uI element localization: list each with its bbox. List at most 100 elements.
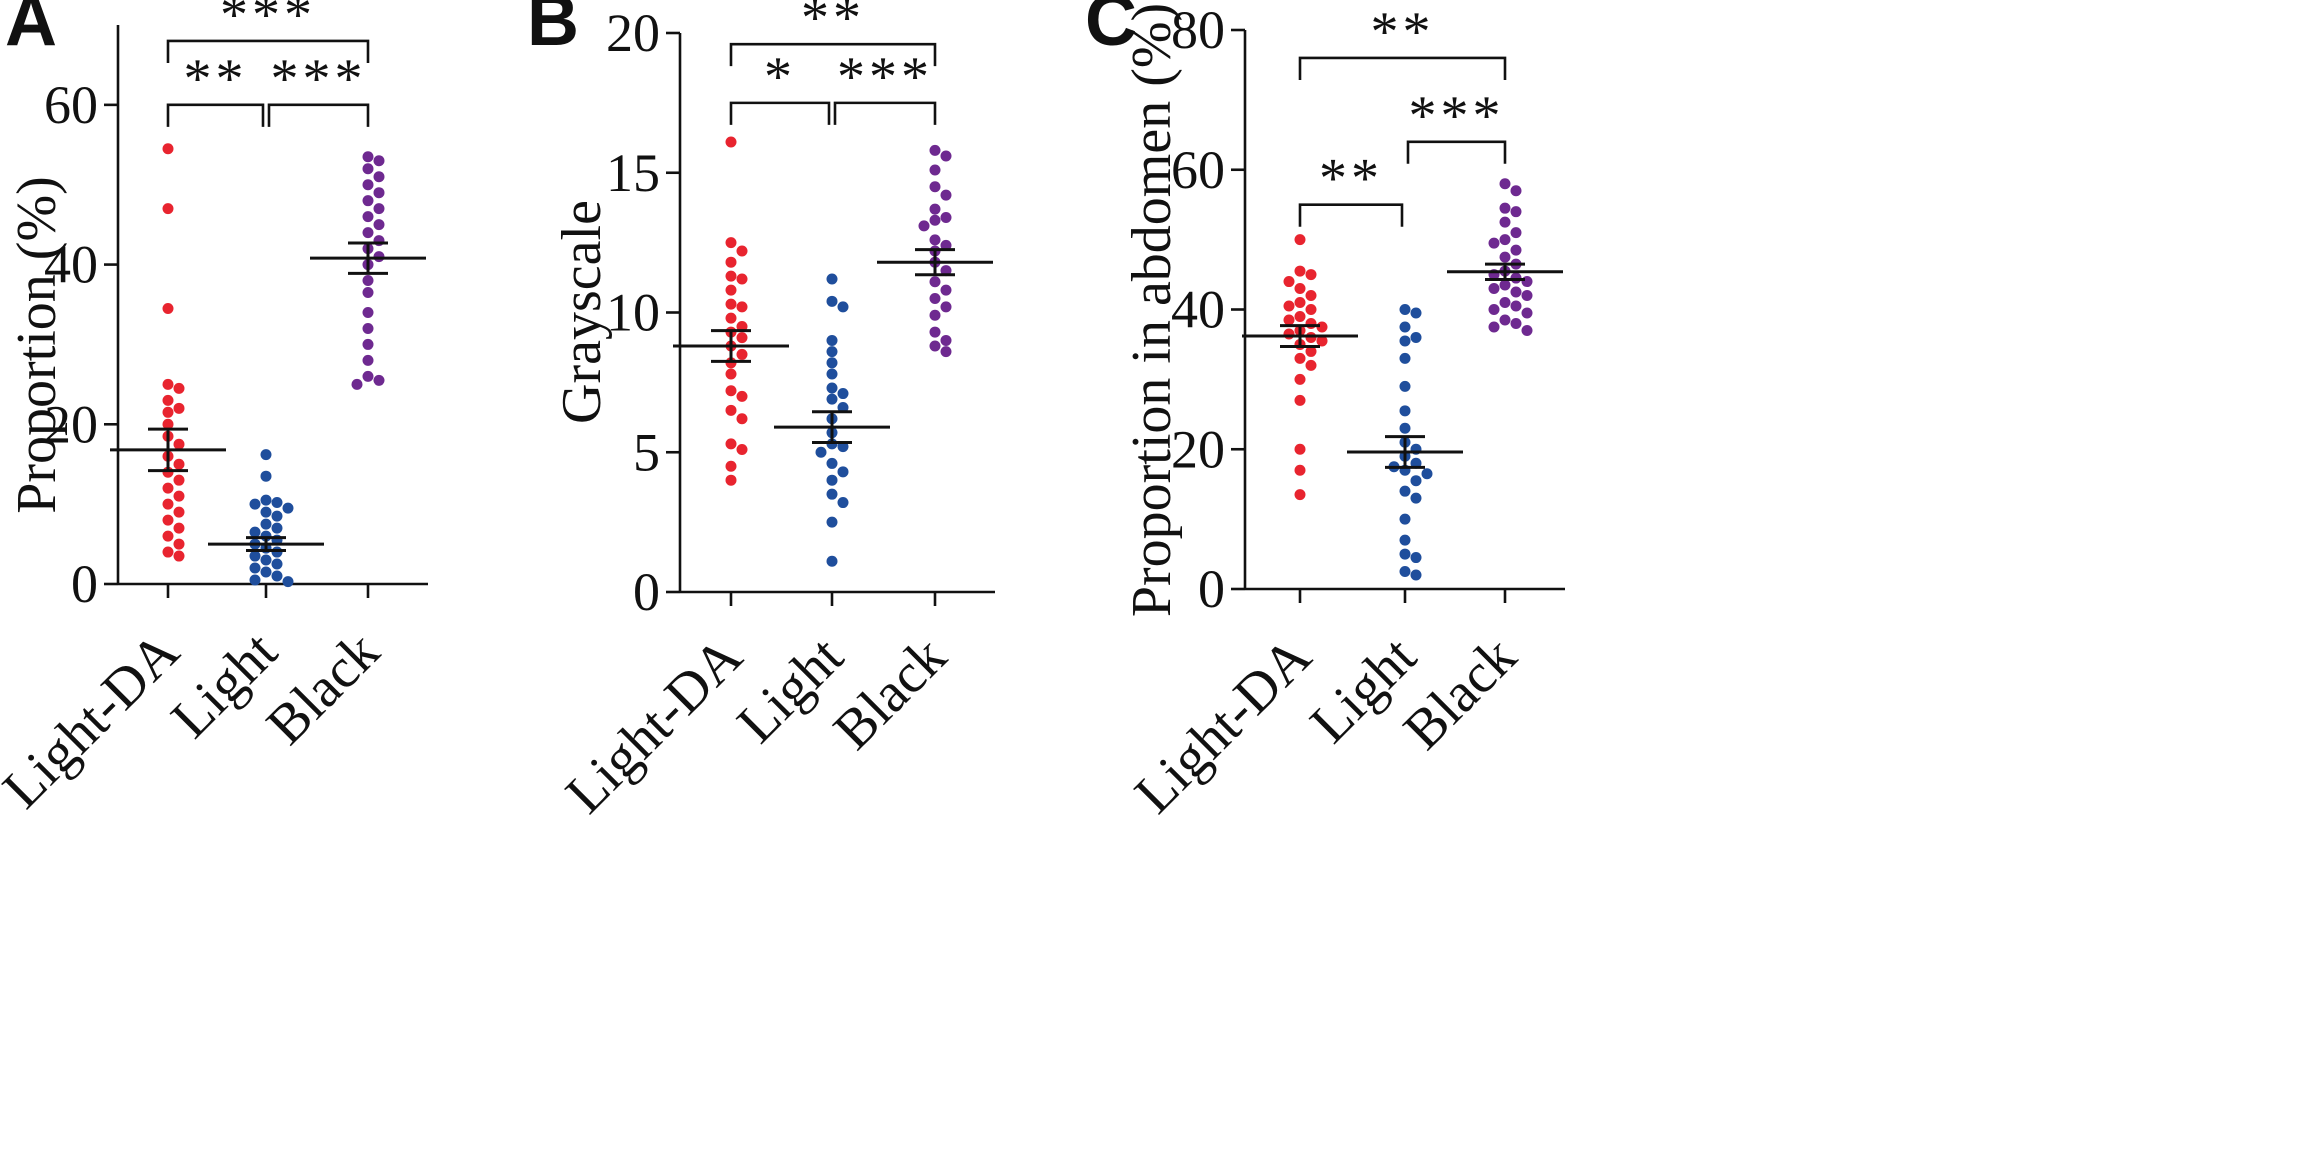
data-point-c-black (1488, 237, 1500, 249)
data-point-b-light (826, 368, 838, 380)
significance-bracket-c (1298, 203, 1404, 227)
data-point-b-light (826, 295, 838, 307)
data-point-b-light (837, 466, 849, 478)
data-point-b-light (826, 334, 838, 346)
data-point-a-black (362, 287, 374, 299)
data-point-c-light (1399, 422, 1411, 434)
y-tick-label-b: 0 (633, 562, 660, 622)
y-tick-label-c: 60 (1171, 140, 1225, 200)
data-point-c-black (1510, 227, 1522, 239)
data-point-c-light (1399, 380, 1411, 392)
x-category-label-c: Black (1392, 625, 1528, 761)
data-point-c-light (1410, 475, 1422, 487)
data-point-a-light-da (173, 550, 185, 562)
data-point-c-light-da (1294, 373, 1306, 385)
data-point-c-light (1399, 513, 1411, 525)
data-point-c-light (1410, 331, 1422, 343)
x-category-label-c: Light-DA (1123, 625, 1323, 825)
data-point-a-light-da (162, 498, 174, 510)
data-point-b-black (929, 203, 941, 215)
data-point-a-light (260, 518, 272, 530)
data-point-b-light-da (725, 385, 737, 397)
data-point-a-light (260, 566, 272, 578)
data-point-b-light-da (736, 245, 748, 257)
significance-label-c: ** (1371, 1, 1435, 63)
data-point-a-black (362, 338, 374, 350)
data-point-c-black (1510, 244, 1522, 256)
data-point-b-black (940, 284, 952, 296)
data-point-a-light-da (173, 490, 185, 502)
x-category-label-a: Light (160, 620, 290, 750)
data-point-a-light-da (162, 418, 174, 430)
data-point-b-black (929, 309, 941, 321)
y-tick-label-b: 15 (606, 143, 660, 203)
data-point-a-black (362, 275, 374, 287)
data-point-a-light-da (162, 378, 174, 390)
data-point-c-black (1521, 290, 1533, 302)
data-point-b-light (826, 516, 838, 528)
data-point-c-light-da (1294, 352, 1306, 364)
y-tick-label-c: 80 (1171, 0, 1225, 60)
data-point-a-light (249, 562, 261, 574)
data-point-c-light (1399, 534, 1411, 546)
data-point-b-light (826, 346, 838, 358)
data-point-c-light (1399, 321, 1411, 333)
data-point-b-light (826, 357, 838, 369)
data-point-c-light (1410, 492, 1422, 504)
y-tick-label-c: 40 (1171, 280, 1225, 340)
data-point-a-light-da (173, 402, 185, 414)
data-point-b-light-da (725, 237, 737, 249)
data-point-a-black (362, 195, 374, 207)
data-point-b-light (815, 446, 827, 458)
significance-label-b: *** (837, 46, 933, 108)
data-point-a-light (260, 494, 272, 506)
data-point-c-light-da (1283, 300, 1295, 312)
data-point-b-black (940, 334, 952, 346)
data-point-a-black (362, 211, 374, 223)
data-point-a-light-da (162, 394, 174, 406)
data-point-b-light-da (736, 273, 748, 285)
data-point-c-light-da (1305, 304, 1317, 315)
data-point-c-light-da (1316, 335, 1328, 347)
data-point-a-light (271, 497, 283, 509)
data-point-a-black (373, 219, 385, 231)
significance-bracket-b (833, 101, 937, 125)
significance-bracket-a (166, 39, 370, 63)
data-point-b-black (929, 293, 941, 305)
data-point-a-light (260, 506, 272, 518)
significance-label-b: ** (801, 0, 865, 49)
data-point-b-light-da (725, 460, 737, 472)
data-point-c-light (1410, 307, 1422, 319)
data-point-a-light-da (173, 382, 185, 394)
data-point-a-black (362, 322, 374, 334)
data-point-a-light-da (162, 546, 174, 558)
data-point-a-light (260, 449, 272, 461)
data-point-c-black (1521, 276, 1533, 288)
y-tick-label-a: 20 (44, 394, 98, 454)
data-point-c-light-da (1294, 310, 1306, 322)
data-point-a-light (249, 574, 261, 586)
data-point-b-light-da (736, 413, 748, 425)
data-point-c-black (1510, 185, 1522, 197)
data-point-a-light (260, 470, 272, 482)
x-category-label-a: Light-DA (0, 620, 192, 820)
data-point-a-light-da (173, 438, 185, 450)
data-point-c-light (1399, 405, 1411, 417)
data-point-a-light-da (162, 514, 174, 526)
data-point-a-light (249, 526, 261, 538)
data-point-a-light (249, 550, 261, 562)
data-point-c-light-da (1305, 359, 1317, 371)
data-point-b-light-da (736, 348, 748, 360)
panel-letter-a: A (5, 0, 57, 61)
data-point-a-light-da (173, 474, 185, 486)
data-point-b-light (826, 457, 838, 469)
significance-bracket-c (1406, 140, 1507, 164)
data-point-b-light-da (725, 474, 737, 486)
significance-bracket-a (166, 103, 265, 127)
data-point-c-black (1488, 283, 1500, 295)
data-point-b-black (929, 144, 941, 156)
data-point-b-light-da (725, 136, 737, 148)
